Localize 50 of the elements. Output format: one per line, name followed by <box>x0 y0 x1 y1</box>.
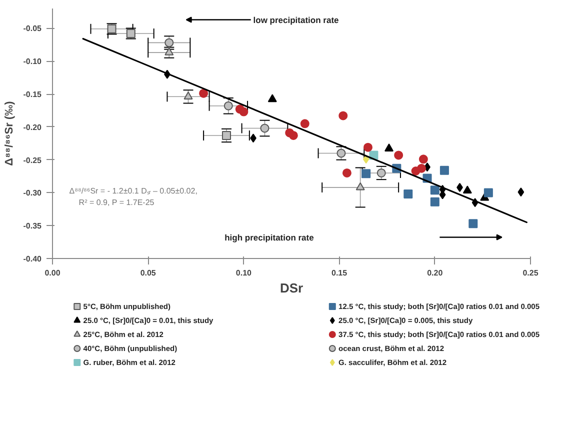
y-tick-label: -0.35 <box>23 222 42 231</box>
point <box>376 168 386 178</box>
point <box>411 166 420 176</box>
point <box>300 119 310 128</box>
point <box>356 182 365 190</box>
y-tick-label: -0.25 <box>23 156 42 165</box>
point <box>222 130 231 140</box>
point <box>430 197 440 206</box>
point <box>430 186 440 195</box>
x-tick-label: 0.25 <box>522 268 539 278</box>
x-tick-label: 0.15 <box>332 268 348 278</box>
point <box>336 148 346 158</box>
point <box>224 101 233 110</box>
point <box>342 168 352 178</box>
y-tick-label: -0.10 <box>23 57 42 66</box>
point <box>363 142 372 152</box>
point <box>394 150 404 160</box>
point <box>404 190 413 199</box>
point <box>518 188 524 197</box>
point <box>484 188 493 198</box>
x-tick-label: 0.00 <box>44 268 61 278</box>
point <box>199 88 208 98</box>
y-tick-label: -0.30 <box>23 188 42 198</box>
y-tick-label: -0.40 <box>23 254 42 264</box>
point <box>462 186 472 194</box>
annotation: Δ⁸⁸/⁸⁶Sr = - 1.2±0.1 Dₛᵣ – 0.05±0.02, <box>69 186 198 196</box>
y-axis-title: Δ⁸⁸/⁸⁶Sr (‰) <box>3 100 16 166</box>
point <box>164 38 174 48</box>
annotation: R² = 0.9, P = 1.7E-25 <box>78 198 155 207</box>
y-tick-label: -0.05 <box>23 24 42 34</box>
x-tick-label: 0.20 <box>427 268 444 278</box>
point <box>288 130 298 140</box>
point <box>164 47 174 56</box>
point <box>362 169 371 178</box>
point <box>384 144 394 152</box>
point <box>418 154 428 164</box>
point <box>338 111 348 120</box>
x-axis-title: DSr <box>280 280 304 296</box>
point <box>440 166 449 175</box>
x-tick-label: 0.05 <box>140 268 156 278</box>
x-tick-label: 0.10 <box>236 268 252 278</box>
point <box>260 124 270 133</box>
y-tick-label: -0.15 <box>23 90 42 100</box>
point <box>184 92 193 100</box>
point <box>239 107 248 116</box>
point <box>468 219 478 228</box>
point <box>268 94 277 102</box>
annotation: high precipitation rate <box>224 232 314 242</box>
y-tick-label: -0.20 <box>23 122 42 132</box>
annotation: low precipitation rate <box>253 14 340 25</box>
